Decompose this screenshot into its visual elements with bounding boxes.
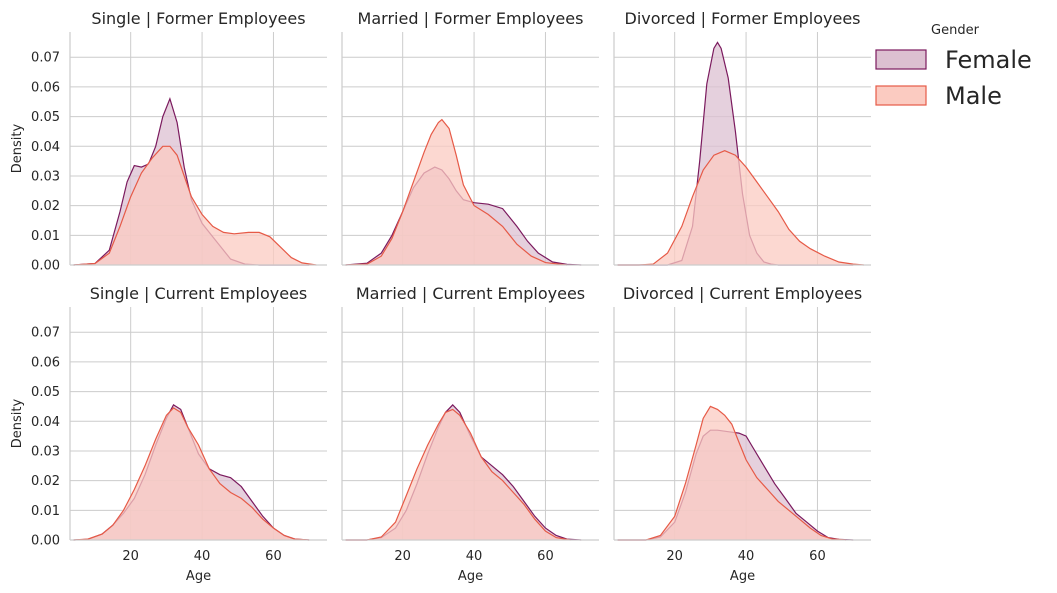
y-axis-label: Density (10, 123, 25, 173)
x-tick-label: 20 (666, 549, 683, 564)
y-tick-label: 0.00 (31, 259, 60, 274)
x-tick-label: 20 (122, 549, 139, 564)
y-tick-label: 0.01 (31, 504, 60, 519)
density-line-male (617, 405, 847, 541)
density-area-female (617, 42, 854, 266)
legend-swatch-female (875, 49, 927, 70)
y-tick-label: 0.02 (31, 199, 60, 214)
y-tick-label: 0.06 (31, 80, 60, 95)
density-line-male (73, 407, 310, 541)
density-area-male (617, 150, 864, 265)
density-area-male (73, 407, 310, 540)
panel-title: Married | Former Employees (358, 9, 584, 28)
legend: Gender Female Male (875, 23, 1032, 110)
panel-5: Married | Current Employees 20 40 60 Age (341, 284, 599, 584)
y-tick-label: 0.02 (31, 474, 60, 489)
legend-label-male: Male (945, 82, 1002, 110)
y-tick-label: 0.05 (31, 385, 60, 400)
y-tick-label: 0.03 (31, 444, 60, 459)
x-tick-label: 20 (394, 549, 411, 564)
density-area-male (345, 119, 567, 265)
y-tick-label: 0.06 (31, 355, 60, 370)
density-line-male (345, 118, 567, 266)
y-tick-label: 0.04 (31, 140, 60, 155)
y-tick-label: 0.05 (31, 110, 60, 125)
y-tick-label: 0.07 (31, 326, 60, 341)
legend-label-female: Female (945, 46, 1032, 74)
x-tick-label: 40 (466, 549, 483, 564)
legend-title: Gender (931, 23, 980, 38)
y-tick-label: 0.00 (31, 534, 60, 549)
panel-title: Divorced | Former Employees (625, 9, 861, 28)
y-axis-label: Density (10, 398, 25, 448)
x-tick-label: 60 (537, 549, 554, 564)
panel-title: Married | Current Employees (356, 284, 585, 303)
legend-swatch-male (875, 85, 927, 106)
panel-3: Divorced | Former Employees (613, 9, 871, 266)
panel-6: Divorced | Current Employees 20 40 60 Age (613, 284, 871, 584)
panel-2: Married | Former Employees (341, 9, 599, 266)
x-axis-label: Age (458, 569, 483, 584)
x-tick-label: 60 (809, 549, 826, 564)
y-tick-label: 0.07 (31, 51, 60, 66)
x-tick-label: 40 (194, 549, 211, 564)
panel-4: Single | Current Employees 0.00 0.01 0.02 0.… (10, 284, 327, 584)
x-tick-label: 60 (265, 549, 282, 564)
density-area-male (73, 146, 317, 265)
panel-1: Single | Former Employees 0.00 0.01 0.02 0.0… (10, 9, 327, 274)
x-axis-label: Age (730, 569, 755, 584)
y-tick-label: 0.03 (31, 169, 60, 184)
x-axis-label: Age (186, 569, 211, 584)
x-tick-label: 40 (738, 549, 755, 564)
y-tick-label: 0.04 (31, 415, 60, 430)
density-line-male (617, 150, 864, 266)
density-area-male (617, 406, 846, 540)
density-line-male (345, 408, 571, 541)
panel-title: Divorced | Current Employees (623, 284, 862, 303)
panel-title: Single | Current Employees (90, 284, 308, 303)
density-line-male (73, 145, 317, 266)
y-tick-label: 0.01 (31, 229, 60, 244)
panel-title: Single | Former Employees (91, 9, 305, 28)
